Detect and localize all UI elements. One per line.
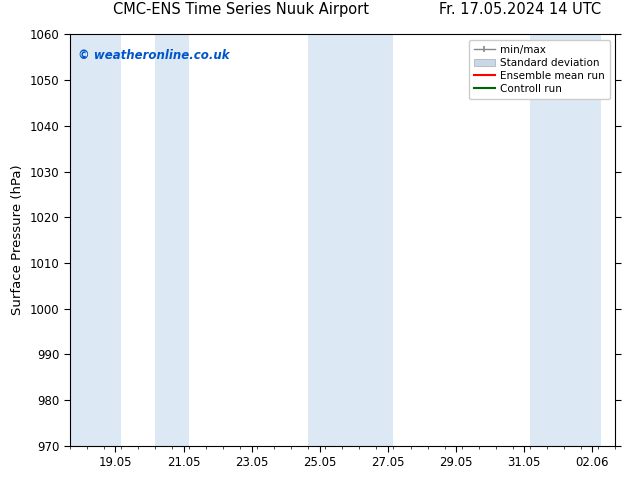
- Bar: [530, 34, 601, 446]
- Y-axis label: Surface Pressure (hPa): Surface Pressure (hPa): [11, 165, 24, 316]
- Text: © weatheronline.co.uk: © weatheronline.co.uk: [78, 49, 230, 62]
- Bar: [155, 34, 189, 446]
- Text: CMC-ENS Time Series Nuuk Airport: CMC-ENS Time Series Nuuk Airport: [113, 2, 369, 17]
- Legend: min/max, Standard deviation, Ensemble mean run, Controll run: min/max, Standard deviation, Ensemble me…: [469, 40, 610, 99]
- Text: Fr. 17.05.2024 14 UTC: Fr. 17.05.2024 14 UTC: [439, 2, 601, 17]
- Bar: [308, 34, 394, 446]
- Bar: [70, 34, 121, 446]
